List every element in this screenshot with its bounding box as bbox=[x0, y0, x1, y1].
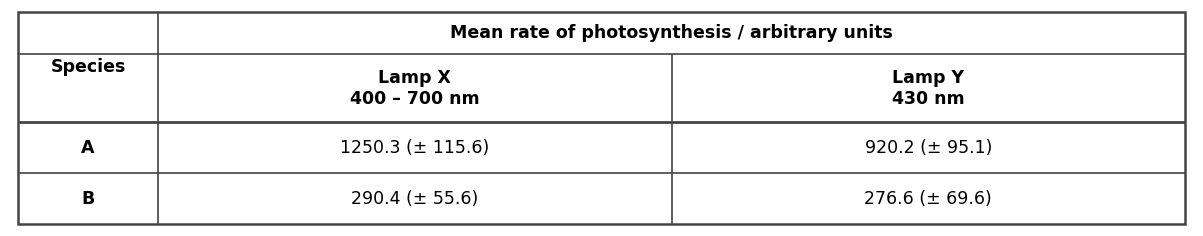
Text: Species: Species bbox=[51, 58, 125, 76]
Text: 290.4 (± 55.6): 290.4 (± 55.6) bbox=[351, 190, 479, 208]
Bar bbox=[18, 12, 1185, 224]
Text: B: B bbox=[82, 190, 95, 208]
Text: Lamp Y
430 nm: Lamp Y 430 nm bbox=[891, 69, 965, 108]
Text: 276.6 (± 69.6): 276.6 (± 69.6) bbox=[865, 190, 992, 208]
Text: 1250.3 (± 115.6): 1250.3 (± 115.6) bbox=[340, 139, 490, 157]
Text: A: A bbox=[82, 139, 95, 157]
Text: 920.2 (± 95.1): 920.2 (± 95.1) bbox=[865, 139, 992, 157]
Text: Lamp X
400 – 700 nm: Lamp X 400 – 700 nm bbox=[350, 69, 480, 108]
Text: Mean rate of photosynthesis / arbitrary units: Mean rate of photosynthesis / arbitrary … bbox=[450, 24, 893, 42]
